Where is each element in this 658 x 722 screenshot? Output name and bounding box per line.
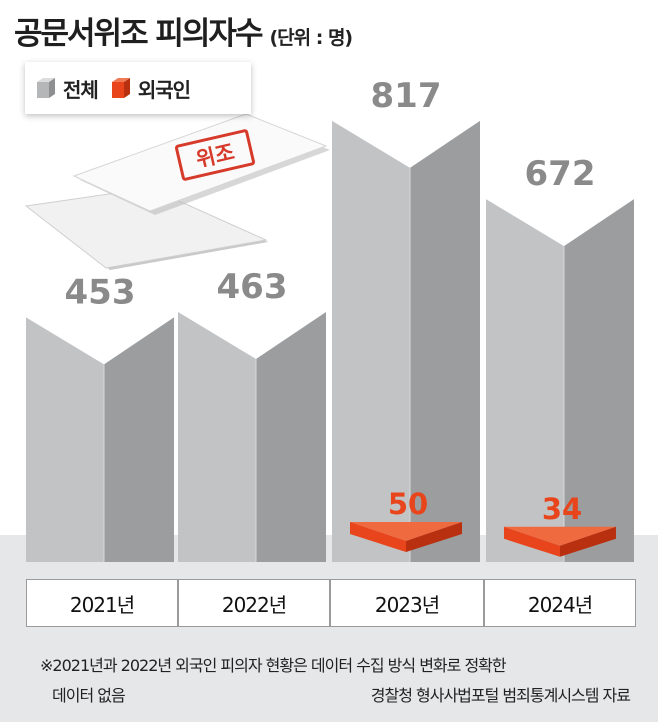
year-label-2024: 2024년: [484, 579, 636, 627]
legend-label-total: 전체: [63, 77, 99, 102]
legend-item-total: 전체: [35, 74, 99, 103]
value-label-total-2021: 453: [65, 272, 136, 312]
value-label-foreign-2024: 34: [542, 492, 582, 526]
bar-total-front-2024: [486, 199, 564, 562]
bar-total-side-2021: [104, 317, 174, 562]
bar-total-front-2021: [26, 317, 104, 562]
bar-total-front-2023: [332, 120, 410, 562]
bar-foreign-top-2024: [504, 526, 616, 546]
value-label-foreign-2023: 50: [388, 487, 428, 521]
unit-label: (단위 : 명): [269, 27, 353, 49]
bar-foreign-front-2023: [350, 522, 406, 552]
bar-total-side-2022: [256, 311, 326, 562]
value-label-total-2024: 672: [525, 154, 596, 194]
total-swatch-icon: [37, 78, 55, 98]
bar-foreign-side-2023: [406, 522, 462, 552]
forgery-stamp: 위조: [174, 129, 256, 181]
year-label-2021: 2021년: [26, 579, 178, 627]
legend: 전체 외국인: [25, 62, 251, 114]
value-label-total-2023: 817: [371, 76, 442, 116]
footnote-line2-left: 데이터 없음: [52, 686, 126, 705]
bar-total-front-2022: [178, 311, 256, 562]
footnote-source: 경찰청 형사사법포털 범죄통계시스템 자료: [370, 686, 631, 705]
year-label-2023: 2023년: [330, 579, 484, 627]
footnote-line1: ※2021년과 2022년 외국인 피의자 현황은 데이터 수집 방식 변화로 …: [40, 656, 507, 675]
chart-header: 공문서위조 피의자수 (단위 : 명): [14, 8, 353, 52]
legend-label-foreign: 외국인: [137, 77, 191, 102]
bar-total-side-2023: [410, 120, 480, 562]
bars-group: 453 463 817 50 672 34: [26, 76, 634, 562]
value-label-total-2022: 463: [217, 267, 288, 307]
bar-total-side-2024: [564, 199, 634, 562]
legend-item-foreign: 외국인: [110, 74, 191, 103]
document-illustration: 위조: [24, 113, 330, 270]
year-label-2022: 2022년: [178, 579, 330, 627]
bar-foreign-front-2024: [504, 526, 560, 557]
chart-floor: [0, 535, 658, 722]
bar-foreign-side-2024: [560, 526, 616, 557]
bar-foreign-top-2023: [350, 522, 462, 541]
foreign-swatch-icon: [111, 78, 130, 98]
chart-title: 공문서위조 피의자수: [14, 16, 263, 52]
